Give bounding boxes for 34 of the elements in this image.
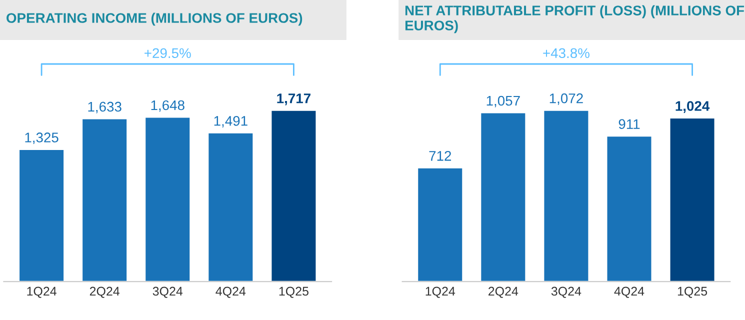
bar <box>606 135 653 282</box>
x-tick-label: 3Q24 <box>152 286 183 298</box>
bar <box>668 117 716 282</box>
bar <box>416 167 464 282</box>
data-label: 911 <box>618 119 640 130</box>
x-tick-label: 4Q24 <box>614 286 644 298</box>
x-tick-label: 3Q24 <box>551 286 582 298</box>
data-label: 1,325 <box>25 132 58 144</box>
data-label: 1,717 <box>277 94 310 106</box>
data-label: 1,491 <box>214 116 248 128</box>
bar <box>81 118 128 282</box>
text: +43.8% <box>543 48 590 58</box>
x-tick-label: 2Q24 <box>90 286 120 298</box>
chart-title: OPERATING INCOME (MILLIONS OF EUROS) <box>6 12 302 26</box>
data-label: 1,024 <box>676 101 710 113</box>
x-tick-label: 1Q25 <box>678 286 708 298</box>
data-label: 1,648 <box>151 100 184 112</box>
x-tick-label: 1Q24 <box>426 286 456 298</box>
bar <box>480 112 527 282</box>
data-label: 1,633 <box>88 102 122 114</box>
x-tick-label: 2Q24 <box>488 286 518 298</box>
x-tick-label: 4Q24 <box>216 286 246 298</box>
data-label: 712 <box>429 150 452 161</box>
data-label: 1,057 <box>486 96 520 108</box>
bar <box>144 116 192 282</box>
bar <box>18 148 65 282</box>
data-label: 1,072 <box>550 93 583 105</box>
chart-title: NET ATTRIBUTABLE PROFIT (LOSS) (MILLIONS OF EUROS) <box>405 5 744 34</box>
x-tick-label: 1Q25 <box>279 286 308 298</box>
x-tick-label: 1Q24 <box>27 286 56 298</box>
bar <box>542 109 590 282</box>
bar <box>270 109 318 282</box>
bar <box>207 132 254 282</box>
text: +29.5% <box>144 48 191 58</box>
